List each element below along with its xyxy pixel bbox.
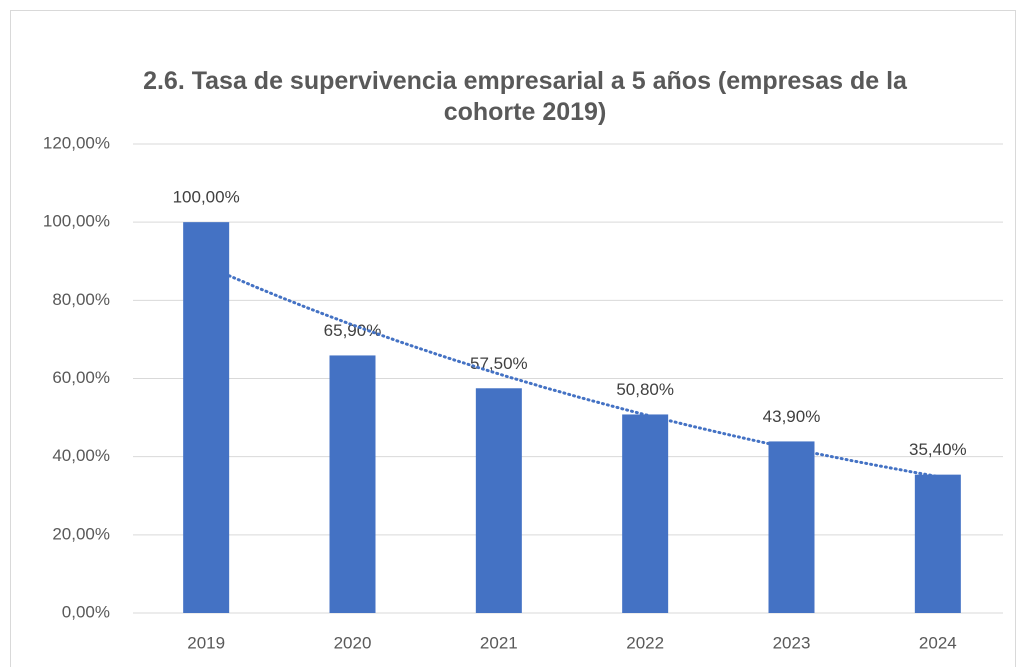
x-tick-label: 2023 xyxy=(773,633,811,652)
data-label: 100,00% xyxy=(173,188,240,207)
bar xyxy=(768,441,815,613)
y-tick-label: 40,00% xyxy=(52,446,110,465)
data-label: 43,90% xyxy=(763,407,821,426)
x-tick-label: 2022 xyxy=(626,633,664,652)
y-tick-label: 120,00% xyxy=(43,133,110,152)
y-tick-label: 20,00% xyxy=(52,524,110,543)
y-tick-label: 0,00% xyxy=(62,602,110,621)
chart-border xyxy=(10,10,1016,667)
x-tick-label: 2020 xyxy=(334,633,372,652)
x-tick-label: 2019 xyxy=(187,633,225,652)
x-tick-label: 2021 xyxy=(480,633,518,652)
y-tick-label: 100,00% xyxy=(43,212,110,231)
chart-title: 2.6. Tasa de supervivencia empresarial a… xyxy=(143,67,907,126)
trendline xyxy=(204,264,940,478)
y-tick-label: 80,00% xyxy=(52,290,110,309)
data-label: 57,50% xyxy=(470,354,528,373)
bar xyxy=(914,474,961,613)
bar xyxy=(183,222,230,613)
bar xyxy=(329,355,376,613)
x-tick-label: 2024 xyxy=(919,633,957,652)
data-label: 50,80% xyxy=(616,380,674,399)
data-label: 65,90% xyxy=(324,321,382,340)
bar xyxy=(622,414,669,613)
data-label: 35,40% xyxy=(909,440,967,459)
y-tick-label: 60,00% xyxy=(52,368,110,387)
bar xyxy=(475,388,522,613)
